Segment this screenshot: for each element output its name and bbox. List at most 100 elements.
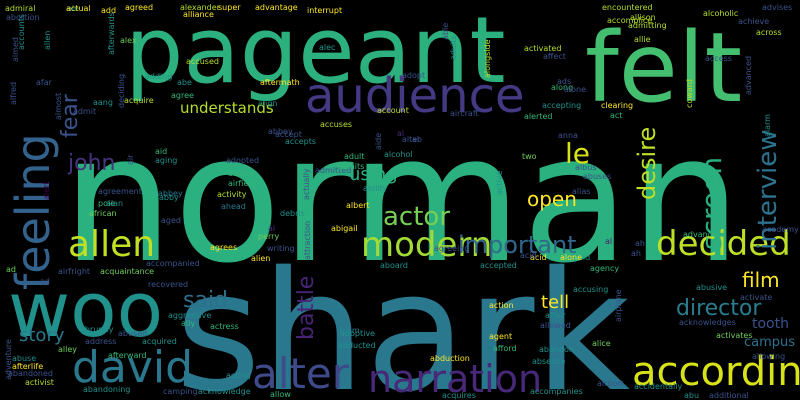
word-fear: fear <box>58 94 83 138</box>
word-accuses: accuses <box>320 120 353 129</box>
word-alongside: alongside <box>483 39 492 78</box>
word-al: al <box>605 237 613 246</box>
word-afterwards: afterwards <box>107 12 116 55</box>
word-add: add <box>101 6 117 15</box>
word-admitting: admitting <box>628 21 667 30</box>
word-felt: felt <box>585 12 743 124</box>
word-battle: battle <box>294 275 319 340</box>
word-alec: alec <box>319 43 336 52</box>
word-coward: coward <box>685 79 694 108</box>
word-admiral: admiral <box>5 4 36 13</box>
word-accused: accused <box>186 57 219 66</box>
word-desire: desire <box>633 126 661 200</box>
word-said: said <box>183 288 229 313</box>
word-abby: abby <box>159 193 179 202</box>
word-acknowledge: acknowledge <box>198 387 251 396</box>
word-active: active <box>495 170 504 195</box>
word-al: al <box>397 129 405 138</box>
word-campus: campus <box>744 335 796 350</box>
word-alter: alter <box>402 135 421 144</box>
word-decided: decided <box>656 224 791 264</box>
word-aged: aged <box>161 216 181 225</box>
word-using: using <box>349 164 398 185</box>
word-afford: afford <box>493 344 517 353</box>
word-actor: actor <box>383 202 451 232</box>
word-adults: adults <box>449 35 458 60</box>
word-abuses: abuses <box>583 172 612 181</box>
word-alliance: alliance <box>183 10 214 19</box>
word-allen: allen <box>68 224 156 265</box>
word-agreeing: agreeing <box>434 244 470 253</box>
word-act: act <box>610 111 623 120</box>
word-agree: agree <box>171 91 194 100</box>
word-afraid: afraid <box>567 253 591 262</box>
word-accepted: accepted <box>480 261 517 270</box>
word-airplane: airplane <box>614 289 623 322</box>
word-ad: ad <box>40 277 50 286</box>
word-activated: activated <box>524 44 562 53</box>
word-narration: narration <box>368 357 543 400</box>
word-shark: shark <box>175 236 631 400</box>
word-aboard: aboard <box>380 261 409 270</box>
word-accompanies: accompanies <box>530 387 583 396</box>
word-acknowledges: acknowledges <box>679 318 736 327</box>
word-address: address <box>85 337 117 346</box>
word-important: important <box>458 231 577 259</box>
word-adopt: adopt <box>402 71 426 80</box>
word-aide: aide <box>374 132 383 150</box>
word-adventure: adventure <box>4 339 13 380</box>
word-abandon: abandon <box>539 345 574 354</box>
word-john: john <box>68 151 116 176</box>
word-encountered: encountered <box>602 3 653 12</box>
word-aftermath: aftermath <box>260 78 300 87</box>
word-abusive: abusive <box>696 283 728 292</box>
word-abigail: abigail <box>331 224 358 233</box>
word-perry: perry <box>258 232 280 241</box>
word-accomplice: accomplice <box>607 16 653 25</box>
word-aimed: aimed <box>11 37 20 62</box>
word-accusing: accusing <box>573 285 609 294</box>
word-advanced: advanced <box>744 55 753 95</box>
word-almost: almost <box>54 92 63 120</box>
word-acid: acid <box>530 253 547 262</box>
word-abe: abe <box>177 78 192 87</box>
word-allowing: allowing <box>752 352 786 361</box>
word-aang: aang <box>93 98 113 107</box>
word-aircraft: aircraft <box>450 109 479 118</box>
word-account: account <box>377 106 409 115</box>
word-abandoned: abandoned <box>8 369 53 378</box>
word-alley: alley <box>58 345 78 354</box>
word-accept: accept <box>275 130 302 139</box>
word-additional: additional <box>709 391 749 400</box>
word-actual: actual <box>66 4 91 13</box>
word-align: align <box>258 99 278 108</box>
word-agreement: agreement <box>98 187 142 196</box>
word-according: according <box>632 349 800 395</box>
word-audience: audience <box>305 68 525 124</box>
word-alias: alias <box>572 187 591 196</box>
word-allen: allen <box>43 30 52 50</box>
word-adult: adult <box>344 152 365 161</box>
word-abuse: abuse <box>12 354 37 363</box>
word-agreed: agreed <box>125 3 154 12</box>
word-alone: alone <box>560 253 583 262</box>
word-agrees: agrees <box>210 243 238 252</box>
word-airfright: airfright <box>58 267 91 276</box>
word-ale: ale <box>67 4 80 13</box>
word-abused: abused <box>118 329 148 338</box>
word-affair: affair <box>545 311 566 320</box>
word-accepts: accepts <box>285 137 317 146</box>
word-pageant: pageant <box>125 0 506 104</box>
word-abruptly: abruptly <box>80 325 114 334</box>
word-acquaintance: acquaintance <box>100 267 155 276</box>
word-albus: albus <box>575 163 597 172</box>
word-afterward: afterward <box>108 351 147 360</box>
word-alex: alex <box>120 36 137 45</box>
word-activity: activity <box>217 190 247 199</box>
word-adoptive: adoptive <box>340 329 375 338</box>
word-allison: allison <box>630 13 656 22</box>
word-allie: allie <box>634 35 651 44</box>
word-two: two <box>522 152 537 161</box>
word-acquires: acquires <box>442 391 476 400</box>
word-director: director <box>676 296 762 321</box>
